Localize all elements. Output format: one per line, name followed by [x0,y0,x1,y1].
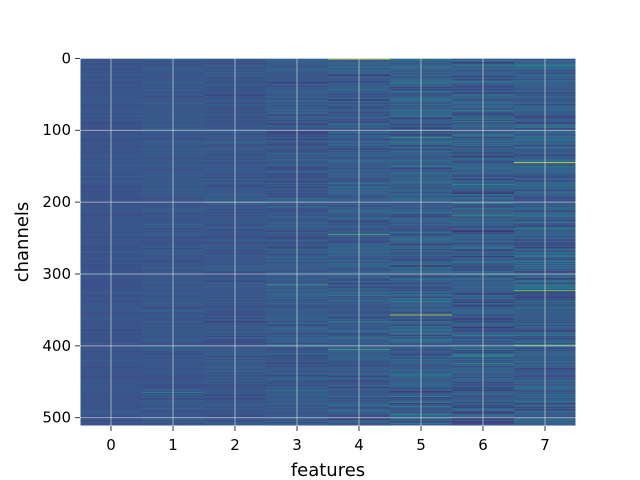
y-tick-label: 500 [42,409,71,427]
plot-frame [79,57,577,427]
y-tick-label: 0 [61,49,71,67]
x-tick-label: 5 [416,436,426,454]
grid-lines [80,57,576,426]
y-axis-label: channels [12,202,33,283]
y-tick-label: 400 [42,337,71,355]
y-tick-label: 200 [42,193,71,211]
y-axis-ticks: 0 100 200 300 400 500 [42,49,80,427]
x-tick-label: 1 [168,436,178,454]
x-tick-label: 4 [354,436,364,454]
x-tick-label: 6 [478,436,488,454]
x-axis-ticks: 0 1 2 3 4 5 6 7 [106,426,550,454]
y-tick-label: 300 [42,265,71,283]
heatmap-cells [80,58,577,427]
y-tick-label: 100 [42,121,71,139]
x-axis-label: features [291,460,365,480]
x-tick-label: 2 [230,436,240,454]
x-tick-label: 7 [540,436,550,454]
x-tick-label: 0 [106,436,116,454]
x-tick-label: 3 [292,436,302,454]
